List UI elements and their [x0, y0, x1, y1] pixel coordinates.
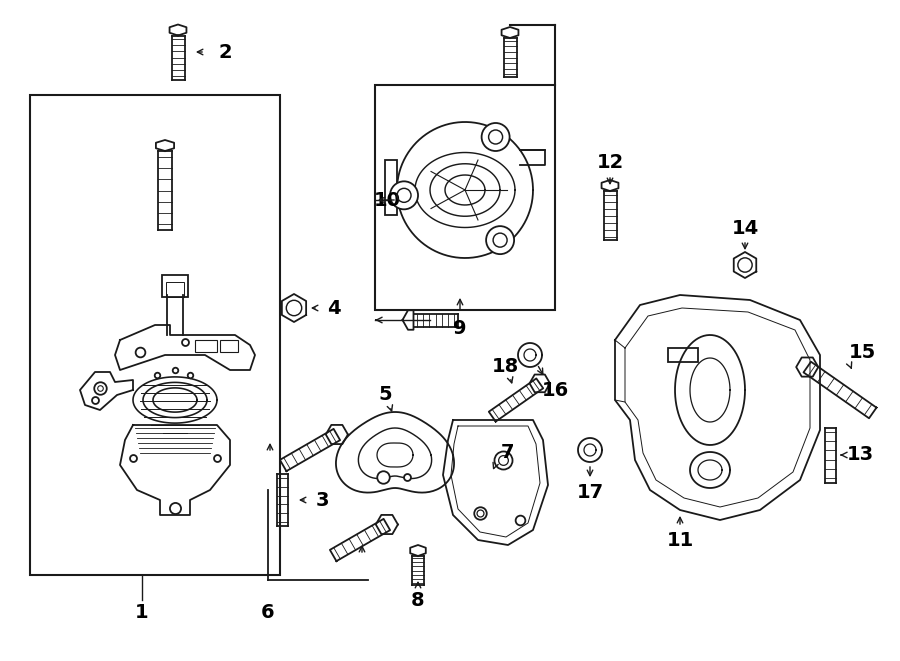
- Bar: [220, 340, 238, 352]
- Text: 5: 5: [378, 385, 392, 405]
- Bar: [668, 348, 698, 362]
- Text: 18: 18: [491, 356, 518, 375]
- Text: 6: 6: [261, 602, 274, 621]
- Text: 3: 3: [315, 490, 328, 510]
- Text: 13: 13: [846, 446, 874, 465]
- Bar: [162, 275, 188, 297]
- Text: 9: 9: [454, 319, 467, 338]
- Circle shape: [486, 226, 514, 254]
- Text: 2: 2: [218, 42, 232, 61]
- Text: 16: 16: [542, 381, 569, 399]
- Circle shape: [482, 123, 509, 151]
- Text: 14: 14: [732, 219, 759, 237]
- Text: 4: 4: [328, 299, 341, 317]
- Text: 1: 1: [135, 602, 148, 621]
- Text: 11: 11: [666, 531, 694, 549]
- Bar: [30, 95, 280, 575]
- Circle shape: [390, 181, 418, 210]
- Text: 12: 12: [597, 153, 624, 171]
- Text: 10: 10: [374, 190, 400, 210]
- Text: 7: 7: [501, 442, 515, 461]
- Bar: [195, 340, 217, 352]
- Text: 8: 8: [411, 590, 425, 609]
- Bar: [166, 282, 184, 297]
- Text: 17: 17: [576, 483, 604, 502]
- Bar: [385, 160, 397, 215]
- Bar: [375, 85, 555, 310]
- Text: 15: 15: [849, 342, 876, 362]
